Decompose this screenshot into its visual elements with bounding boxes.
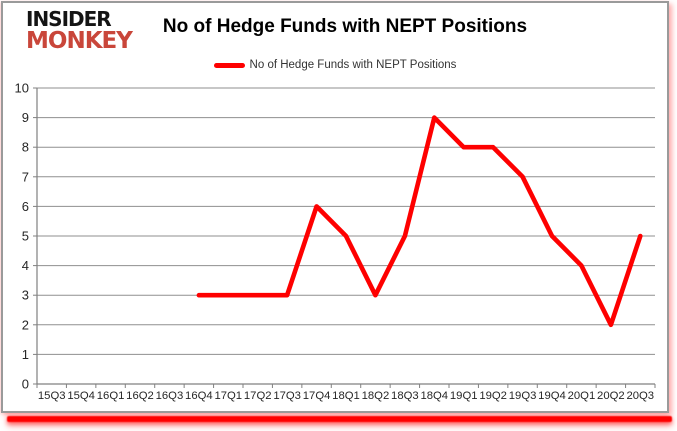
x-tick-label: 17Q1 [214, 390, 242, 402]
y-tick-label: 5 [22, 229, 29, 244]
y-tick-label: 0 [22, 377, 29, 392]
x-tick-label: 16Q4 [185, 390, 213, 402]
logo-text-insider: INSIDER [26, 7, 112, 31]
x-tick-label: 19Q4 [538, 390, 566, 402]
y-tick-labels: 0 1 2 3 4 5 6 7 8 9 10 [15, 81, 37, 392]
logo-text-monkey: MONKEY [26, 28, 133, 54]
y-tick-label: 2 [22, 317, 29, 332]
x-tick-label: 15Q4 [67, 390, 95, 402]
legend-series-label: No of Hedge Funds with NEPT Positions [249, 59, 457, 71]
x-tick-label: 18Q2 [362, 390, 390, 402]
x-tick-label: 17Q2 [244, 390, 272, 402]
y-tick-label: 1 [22, 347, 29, 362]
y-tick-label: 6 [22, 199, 29, 214]
gridlines [37, 87, 655, 355]
y-tick-label: 10 [15, 81, 29, 96]
legend: No of Hedge Funds with NEPT Positions [3, 59, 667, 71]
x-tick-label: 17Q3 [273, 390, 301, 402]
insider-monkey-logo: INSIDER MONKEY [26, 7, 133, 54]
x-tick-label: 15Q3 [38, 390, 66, 402]
x-tick-label: 20Q1 [568, 390, 596, 402]
x-tick-label: 17Q4 [303, 390, 331, 402]
chart-title: No of Hedge Funds with NEPT Positions [162, 16, 528, 37]
x-tick-label: 19Q2 [479, 390, 507, 402]
chart-canvas: 0 1 2 3 4 5 6 7 8 9 10 15Q3 15Q4 16Q1 16Q2 16Q3 16Q4 17Q1… [15, 81, 656, 402]
x-tick-labels: 15Q3 15Q4 16Q1 16Q2 16Q3 16Q4 17Q1 17Q2 17Q3 17Q4… [38, 390, 654, 402]
x-tick-label: 20Q2 [597, 390, 625, 402]
x-tick-label: 16Q1 [97, 390, 125, 402]
x-tick-label: 16Q2 [126, 390, 154, 402]
x-tick-label: 18Q3 [391, 390, 419, 402]
x-tick-label: 20Q3 [626, 390, 654, 402]
x-tick-label: 18Q1 [332, 390, 360, 402]
y-tick-label: 8 [22, 140, 29, 155]
red-underline-decoration [7, 416, 672, 422]
y-tick-label: 4 [22, 258, 29, 273]
x-axis-ticks [36, 384, 656, 388]
chart-frame: INSIDER MONKEY No of Hedge Funds with NE… [1, 1, 669, 413]
series-line [196, 115, 643, 328]
x-tick-label: 19Q1 [450, 390, 478, 402]
y-tick-label: 7 [22, 169, 29, 184]
legend-line-swatch [213, 62, 245, 68]
x-tick-label: 19Q3 [509, 390, 537, 402]
y-tick-label: 9 [22, 110, 29, 125]
x-tick-label: 16Q3 [156, 390, 184, 402]
x-tick-label: 18Q4 [420, 390, 448, 402]
y-tick-label: 3 [22, 288, 29, 303]
